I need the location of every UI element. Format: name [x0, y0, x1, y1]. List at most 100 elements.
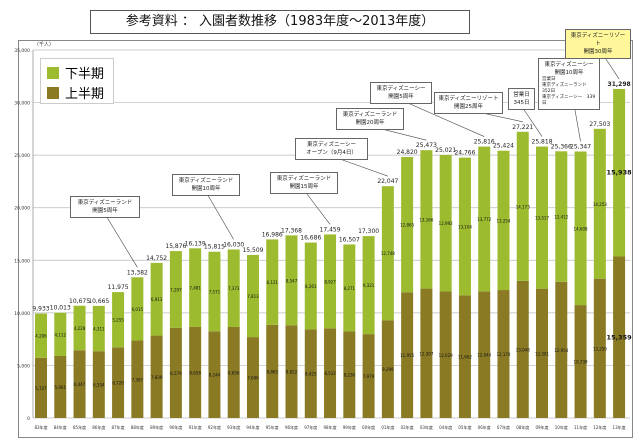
y-tick-label: 5,000: [17, 363, 30, 369]
data-label-total: 15,876: [165, 243, 186, 250]
data-label-first-half: 11,955: [400, 353, 414, 358]
x-tick-label: 93年度: [227, 424, 240, 430]
legend-item-first-half: 上半期: [47, 83, 104, 102]
annotation-leader-line: [303, 189, 331, 225]
bar-first-half: [266, 324, 279, 418]
bar-first-half: [381, 320, 394, 418]
annotation-box: 東京ディズニーランド 開園15周年: [270, 172, 338, 194]
x-tick-label: 95年度: [266, 424, 279, 430]
y-tick-label: 0: [27, 416, 30, 422]
data-label-second-half: 4,228: [74, 326, 86, 331]
legend: 下半期 上半期: [40, 58, 114, 104]
legend-swatch-second-half: [47, 66, 59, 79]
bar-second-half: [613, 88, 626, 257]
data-label-first-half: 8,425: [305, 372, 317, 377]
legend-label-first-half: 上半期: [65, 87, 105, 102]
bar-first-half: [92, 351, 105, 418]
data-label-second-half: 8,121: [267, 280, 279, 285]
bar-second-half: [381, 186, 394, 321]
x-tick-label: 85年度: [73, 424, 86, 430]
legend-swatch-first-half: [47, 86, 59, 99]
data-label-total: 16,030: [223, 241, 244, 248]
bar-second-half: [458, 157, 471, 296]
data-label-first-half: 12,044: [477, 353, 491, 358]
data-label-total: 25,473: [416, 142, 437, 149]
data-label-total: 15,815: [204, 244, 225, 251]
bar-first-half: [420, 288, 433, 418]
data-label-first-half: 7,979: [363, 374, 375, 379]
x-tick-label: 00年度: [362, 424, 375, 430]
annotation-text: 開園10周年: [191, 186, 221, 192]
data-label-second-half: 14,173: [516, 204, 530, 209]
x-tick-label: 03年度: [420, 424, 433, 430]
data-label-first-half: 7,696: [247, 376, 259, 381]
data-label-second-half: 14,608: [574, 226, 588, 231]
data-label-second-half: 14,253: [593, 202, 607, 207]
data-label-first-half: 8,865: [267, 369, 279, 374]
annotation-box: 営業日 345日: [508, 88, 535, 110]
annotation-text: 開園5周年: [388, 94, 414, 100]
x-tick-label: 04年度: [439, 424, 452, 430]
data-label-first-half: 6,720: [112, 381, 124, 386]
data-label-first-half: 8,656: [228, 370, 240, 375]
annotation-text: 開園20周年: [355, 120, 385, 126]
bar-first-half: [112, 347, 125, 418]
x-tick-label: 99年度: [343, 424, 356, 430]
bar-first-half: [208, 331, 221, 418]
data-label-total: 25,021: [435, 147, 456, 154]
data-label-second-half: 7,297: [170, 287, 182, 292]
data-label-second-half: 9,321: [363, 283, 375, 288]
data-label-second-half: 13,772: [477, 217, 491, 222]
data-label-total: 13,382: [127, 269, 148, 276]
bar-second-half: [343, 244, 356, 332]
data-label-first-half: 8,244: [209, 373, 221, 378]
bar-first-half: [439, 291, 452, 418]
annotation-box: 東京ディズニーランド 開園20周年: [336, 108, 404, 130]
bar-second-half: [92, 305, 105, 352]
chart-title: 参考資料 ： 入園者数推移（1983年度～2013年度）: [90, 10, 470, 34]
data-label-second-half: 4,112: [55, 332, 67, 337]
annotation-text: 営業日: [513, 92, 530, 98]
x-tick-label: 90年度: [169, 424, 182, 430]
annotation-text: 東京ディズニーランド: [342, 112, 398, 118]
y-axis-unit-label: （千人）: [34, 41, 54, 48]
x-tick-label: 87年度: [112, 424, 125, 430]
annotation-text: 開園5周年: [92, 208, 118, 214]
bar-first-half: [362, 334, 375, 418]
annotation-box: 東京ディズニーランド 開園5周年: [70, 196, 140, 218]
data-label-total: 17,300: [358, 228, 379, 235]
x-tick-label: 83年度: [34, 424, 47, 430]
data-label-first-half: 6,354: [93, 383, 105, 388]
data-label-total: 10,013: [50, 305, 71, 312]
x-tick-label: 84年度: [54, 424, 67, 430]
data-label-first-half: 7,839: [151, 375, 163, 380]
bar-first-half: [131, 340, 144, 418]
data-label-total: 27,221: [512, 124, 533, 131]
x-tick-label: 08年度: [516, 424, 529, 430]
x-tick-label: 02年度: [401, 424, 414, 430]
data-label-total: 15,509: [242, 247, 263, 254]
x-tick-label: 13年度: [613, 424, 626, 430]
bar-second-half: [54, 312, 67, 356]
data-label-total: 22,047: [377, 178, 398, 185]
bar-second-half: [593, 128, 606, 279]
data-label-total: 14,752: [146, 255, 167, 262]
bar-second-half: [150, 262, 163, 336]
data-label-second-half: 7,481: [189, 286, 201, 291]
bar-second-half: [285, 235, 298, 326]
data-label-total: 31,298: [608, 81, 631, 88]
data-label-total: 10,675: [69, 298, 90, 305]
annotation-leader-line: [521, 105, 543, 137]
data-label-second-half: 6,015: [132, 307, 144, 312]
data-label-total: 17,459: [320, 226, 341, 233]
bar-first-half: [613, 256, 626, 418]
annotation-text: 東京ディズニーランド: [276, 176, 332, 182]
y-tick-label: 10,000: [14, 311, 30, 317]
bar-first-half: [555, 281, 568, 418]
annotation-box: 東京ディズニーリゾート 開園30周年: [565, 29, 631, 59]
bar-second-half: [304, 242, 317, 330]
data-label-second-half: 7,571: [209, 290, 221, 295]
data-label-total: 25,347: [570, 143, 591, 150]
x-tick-label: 91年度: [189, 424, 202, 430]
x-tick-label: 11年度: [574, 424, 587, 430]
